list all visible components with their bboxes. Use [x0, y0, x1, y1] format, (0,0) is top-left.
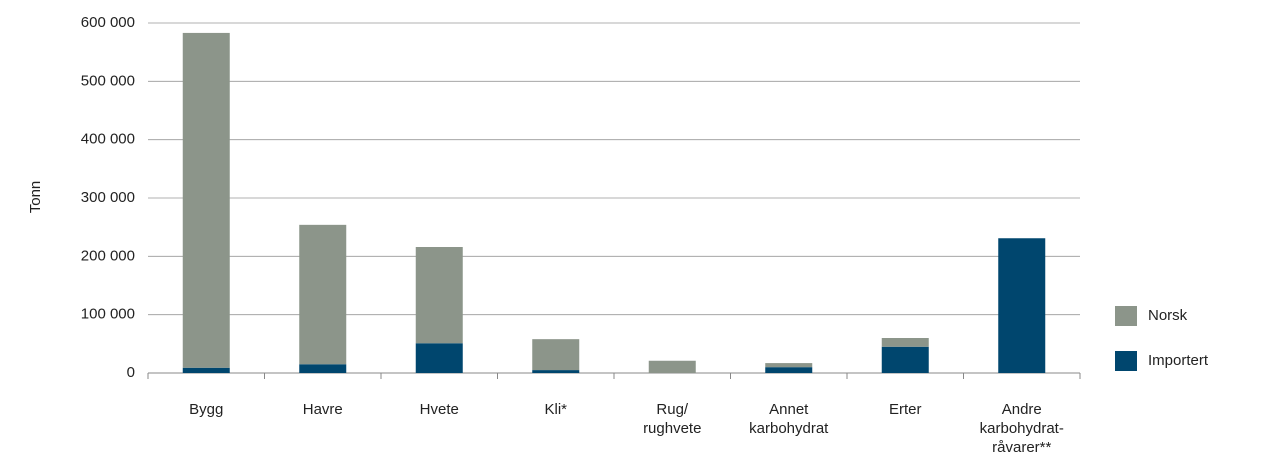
x-tick-label: Erter: [888, 401, 922, 418]
x-tick-label: Bygg: [189, 401, 224, 418]
x-tick-label: Hvete: [419, 401, 459, 418]
bar-segment: [881, 346, 929, 373]
bar-segment: [182, 32, 230, 368]
y-tick-label: 200 000: [81, 247, 135, 264]
bar-segment: [415, 247, 463, 344]
legend-label: Importert: [1148, 352, 1209, 369]
x-tick-label: Andre karbohydrat- råvarer**: [979, 401, 1064, 456]
y-axis-title: Tonn: [27, 181, 44, 214]
y-tick-label: 600 000: [81, 14, 135, 31]
bar-segment: [881, 338, 929, 347]
bar-segment: [998, 238, 1046, 373]
bar-segment: [765, 363, 813, 368]
bar-segment: [415, 343, 463, 373]
y-tick-label: 500 000: [81, 72, 135, 89]
bar-segment: [648, 360, 696, 373]
x-tick-label: Kli*: [544, 401, 567, 418]
x-tick-label: Rug/ rughvete: [643, 401, 702, 437]
bar-segment: [182, 367, 230, 373]
y-tick-label: 0: [127, 364, 135, 381]
legend-swatch: [1115, 306, 1137, 326]
x-tick-label: Havre: [302, 401, 343, 418]
legend-label: Norsk: [1148, 307, 1188, 324]
bar-segment: [765, 367, 813, 373]
bar-segment: [532, 339, 580, 371]
bar-segment: [532, 370, 580, 373]
legend-swatch: [1115, 351, 1137, 371]
x-tick-label: Annet karbohydrat: [749, 401, 829, 437]
bar-segment: [299, 364, 347, 373]
bar-segment: [299, 224, 347, 365]
y-tick-label: 300 000: [81, 189, 135, 206]
y-tick-label: 100 000: [81, 306, 135, 323]
y-tick-label: 400 000: [81, 131, 135, 148]
